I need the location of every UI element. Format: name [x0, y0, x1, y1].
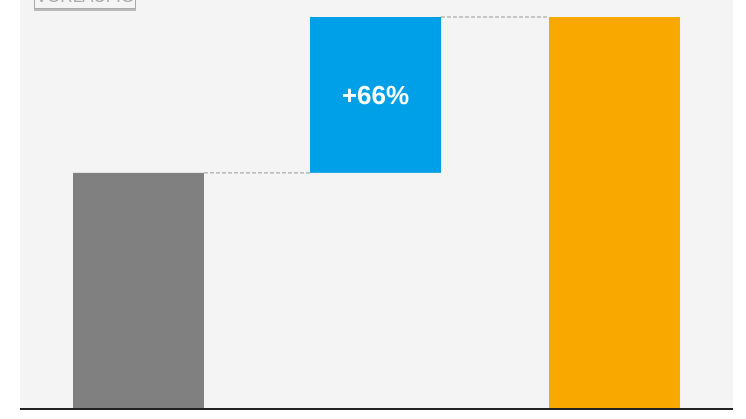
bar-total — [549, 17, 680, 409]
data-label: +66% — [342, 80, 409, 110]
x-axis-line — [20, 408, 733, 410]
bar-base — [73, 172, 204, 409]
bar-increase — [310, 17, 441, 173]
preliminary-stamp: VORLÄUFIG — [34, 0, 136, 9]
